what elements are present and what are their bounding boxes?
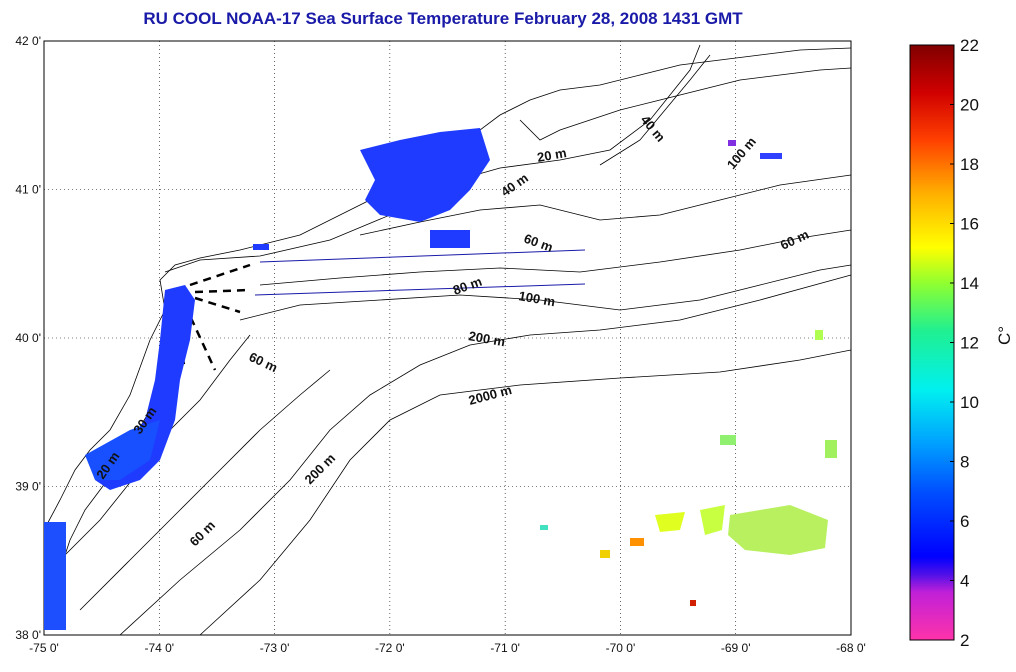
- longitude-ticks: -75 0' -74 0' -73 0' -72 0' -71 0' -70 0' -69 …: [29, 641, 866, 655]
- colorbar-tick-label: 14: [960, 274, 979, 293]
- latitude-tick-label: 41 0': [15, 183, 41, 197]
- colorbar-tick-label: 10: [960, 393, 979, 412]
- longitude-tick-label: -71 0': [490, 641, 520, 655]
- latitude-ticks: 38 0' 39 0' 40 0' 41 0' 42 0': [15, 34, 41, 642]
- longitude-tick-label: -73 0': [260, 641, 290, 655]
- latitude-tick-label: 39 0': [15, 480, 41, 494]
- map-title: RU COOL NOAA-17 Sea Surface Temperature …: [143, 9, 743, 28]
- contour-label: 20 m: [536, 145, 568, 165]
- colorbar-tick-label: 12: [960, 334, 979, 353]
- colorbar-tick-label: 6: [960, 512, 969, 531]
- colorbar-tick-label: 22: [960, 36, 979, 55]
- colorbar-tick-label: 18: [960, 155, 979, 174]
- longitude-tick-label: -68 0': [836, 641, 866, 655]
- transect-lines: [254, 249, 586, 296]
- longitude-tick-label: -72 0': [375, 641, 405, 655]
- contour-label: 200 m: [467, 328, 506, 349]
- longitude-tick-label: -74 0': [144, 641, 174, 655]
- colorbar-tick-label: 16: [960, 215, 979, 234]
- colorbar-unit-label: C°: [995, 326, 1014, 345]
- latitude-tick-label: 42 0': [15, 34, 41, 48]
- latitude-tick-label: 40 0': [15, 331, 41, 345]
- colorbar: [909, 44, 955, 641]
- colorbar-tick-label: 8: [960, 453, 969, 472]
- longitude-tick-label: -69 0': [721, 641, 751, 655]
- colorbar-tick-label: 2: [960, 631, 969, 650]
- colorbar-tick-label: 20: [960, 96, 979, 115]
- latitude-tick-label: 38 0': [15, 628, 41, 642]
- colorbar-tick-label: 4: [960, 572, 969, 591]
- sst-cold-water: [44, 128, 490, 630]
- sst-warm-water: [540, 140, 837, 606]
- contour-label: 100 m: [517, 288, 556, 309]
- longitude-tick-label: -75 0': [29, 641, 59, 655]
- longitude-tick-label: -70 0': [606, 641, 636, 655]
- colorbar-ticks: 22 20 18 16 14 12 10 8 6 4 2: [950, 36, 979, 650]
- graticule: [44, 41, 851, 635]
